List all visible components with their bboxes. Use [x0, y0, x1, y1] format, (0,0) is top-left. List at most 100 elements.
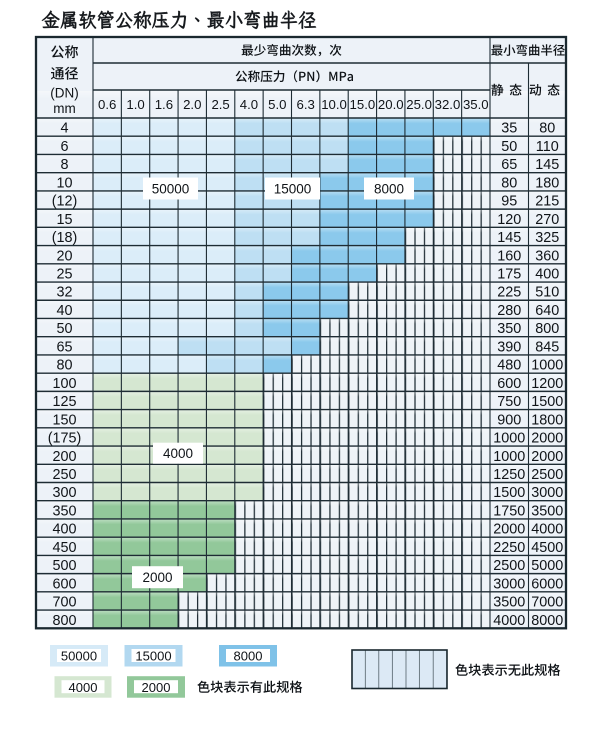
svg-text:15: 15 — [56, 212, 72, 228]
svg-text:160: 160 — [497, 248, 521, 264]
svg-text:4000: 4000 — [531, 522, 563, 538]
svg-text:900: 900 — [497, 412, 521, 428]
svg-text:280: 280 — [497, 303, 521, 319]
svg-text:350: 350 — [52, 503, 76, 519]
svg-text:35: 35 — [501, 121, 517, 137]
svg-text:390: 390 — [497, 339, 521, 355]
svg-text:65: 65 — [56, 339, 72, 355]
svg-text:7000: 7000 — [531, 595, 563, 611]
svg-text:8000: 8000 — [234, 649, 263, 664]
svg-text:0.6: 0.6 — [98, 97, 116, 112]
svg-text:35.0: 35.0 — [463, 97, 489, 112]
svg-text:2000: 2000 — [531, 431, 563, 447]
svg-text:8: 8 — [60, 157, 68, 173]
svg-text:(18): (18) — [52, 230, 78, 246]
svg-text:1000: 1000 — [493, 431, 525, 447]
svg-text:225: 225 — [497, 285, 521, 301]
svg-text:1250: 1250 — [493, 467, 525, 483]
svg-text:15.0: 15.0 — [350, 97, 376, 112]
svg-text:95: 95 — [501, 194, 517, 210]
svg-text:4500: 4500 — [531, 540, 563, 556]
svg-text:1200: 1200 — [531, 376, 563, 392]
svg-text:4.0: 4.0 — [240, 97, 258, 112]
svg-text:20.0: 20.0 — [378, 97, 404, 112]
svg-text:400: 400 — [535, 267, 559, 283]
svg-text:110: 110 — [536, 139, 559, 155]
svg-text:8000: 8000 — [531, 613, 563, 629]
svg-text:25: 25 — [56, 267, 72, 283]
svg-text:65: 65 — [501, 157, 517, 173]
svg-text:(175): (175) — [48, 431, 82, 447]
svg-text:50000: 50000 — [152, 181, 190, 196]
svg-text:5.0: 5.0 — [268, 97, 286, 112]
svg-text:32.0: 32.0 — [435, 97, 461, 112]
svg-text:510: 510 — [535, 285, 559, 301]
svg-text:1500: 1500 — [531, 394, 563, 410]
svg-text:3500: 3500 — [493, 595, 525, 611]
svg-text:150: 150 — [52, 412, 76, 428]
svg-text:4000: 4000 — [493, 613, 525, 629]
svg-text:4000: 4000 — [163, 446, 193, 461]
svg-text:480: 480 — [497, 358, 521, 374]
svg-text:40: 40 — [56, 303, 72, 319]
svg-text:50000: 50000 — [61, 649, 97, 664]
svg-text:2.0: 2.0 — [183, 97, 201, 112]
svg-text:120: 120 — [497, 212, 521, 228]
svg-text:2.5: 2.5 — [211, 97, 229, 112]
svg-text:300: 300 — [52, 485, 76, 501]
svg-text:845: 845 — [535, 339, 559, 355]
svg-text:100: 100 — [52, 376, 76, 392]
svg-text:2000: 2000 — [493, 522, 525, 538]
svg-text:325: 325 — [535, 230, 559, 246]
svg-text:640: 640 — [535, 303, 559, 319]
svg-text:3000: 3000 — [531, 485, 563, 501]
svg-text:15000: 15000 — [135, 649, 171, 664]
svg-text:400: 400 — [52, 522, 76, 538]
svg-text:10.0: 10.0 — [321, 97, 347, 112]
svg-text:350: 350 — [497, 321, 521, 337]
svg-text:2500: 2500 — [531, 467, 563, 483]
svg-text:(12): (12) — [52, 194, 78, 210]
svg-text:mm: mm — [53, 101, 76, 116]
svg-text:32: 32 — [56, 285, 72, 301]
svg-text:1750: 1750 — [493, 503, 525, 519]
svg-text:600: 600 — [497, 376, 521, 392]
svg-text:3000: 3000 — [493, 576, 525, 592]
svg-text:3500: 3500 — [531, 503, 563, 519]
svg-text:500: 500 — [52, 558, 76, 574]
svg-text:50: 50 — [501, 139, 517, 155]
svg-text:175: 175 — [497, 267, 521, 283]
svg-text:800: 800 — [52, 613, 76, 629]
svg-text:2000: 2000 — [531, 449, 563, 465]
svg-text:5000: 5000 — [531, 558, 563, 574]
svg-text:1.0: 1.0 — [126, 97, 144, 112]
svg-text:6.3: 6.3 — [297, 97, 315, 112]
svg-text:2000: 2000 — [142, 680, 171, 695]
svg-text:20: 20 — [56, 248, 72, 264]
svg-text:200: 200 — [52, 449, 76, 465]
svg-text:180: 180 — [535, 175, 559, 191]
svg-text:6: 6 — [60, 139, 68, 155]
svg-text:145: 145 — [497, 230, 521, 246]
svg-text:80: 80 — [501, 175, 517, 191]
svg-text:8000: 8000 — [374, 181, 404, 196]
svg-text:10: 10 — [56, 175, 72, 191]
svg-text:4: 4 — [60, 121, 68, 137]
svg-text:360: 360 — [535, 248, 559, 264]
svg-text:1800: 1800 — [531, 412, 563, 428]
svg-text:270: 270 — [535, 212, 559, 228]
svg-text:1000: 1000 — [531, 358, 563, 374]
svg-text:(DN): (DN) — [50, 86, 79, 101]
svg-text:15000: 15000 — [274, 181, 312, 196]
svg-text:1000: 1000 — [493, 449, 525, 465]
svg-text:50: 50 — [56, 321, 72, 337]
svg-text:700: 700 — [52, 595, 76, 611]
svg-text:80: 80 — [56, 358, 72, 374]
svg-text:6000: 6000 — [531, 576, 563, 592]
svg-text:2250: 2250 — [493, 540, 525, 556]
svg-text:750: 750 — [497, 394, 521, 410]
svg-text:215: 215 — [535, 194, 559, 210]
svg-text:4000: 4000 — [69, 680, 98, 695]
svg-text:80: 80 — [539, 121, 555, 137]
svg-text:1.6: 1.6 — [155, 97, 173, 112]
